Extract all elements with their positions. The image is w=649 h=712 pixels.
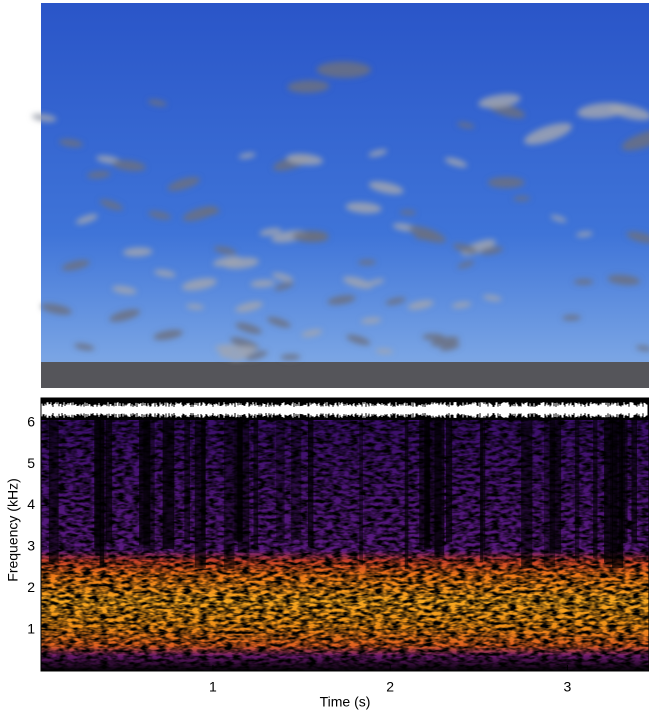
ground: [41, 362, 649, 388]
stripe: [106, 420, 112, 542]
y-tick-label: 5: [27, 455, 35, 471]
stripe: [419, 420, 430, 547]
stripe: [276, 420, 284, 542]
stripe: [195, 420, 206, 568]
stripe: [604, 420, 613, 563]
stripe: [480, 420, 483, 562]
x-axis-label: Time (s): [320, 694, 371, 710]
y-tick-label: 6: [27, 414, 35, 430]
stripe: [291, 420, 301, 540]
stripe: [446, 420, 452, 542]
stripe: [184, 420, 190, 544]
x-tick-label: 2: [386, 679, 394, 695]
stripe: [521, 420, 532, 568]
stripe: [359, 420, 363, 565]
stripe: [544, 420, 555, 567]
stripe: [49, 420, 59, 562]
y-tick-label: 4: [27, 496, 35, 512]
stripe: [224, 420, 235, 569]
stripe: [139, 420, 150, 546]
y-axis-label: Frequency (kHz): [5, 478, 21, 581]
bird-photo: [31, 3, 649, 388]
y-tick-label: 2: [27, 579, 35, 595]
stripe: [308, 420, 313, 546]
stripe: [575, 420, 579, 561]
stripe: [612, 420, 623, 568]
x-tick-label: 3: [564, 679, 572, 695]
sky: [41, 3, 649, 388]
x-tick-label: 1: [209, 679, 217, 695]
y-tick-label: 1: [27, 620, 35, 636]
figure: Time (s) Frequency (kHz) 1 2 3 4 5 6 1 2 3: [0, 0, 649, 712]
spectrogram: [41, 398, 649, 671]
bird: [317, 61, 372, 77]
stripe: [434, 420, 444, 556]
y-tick-label: 3: [27, 538, 35, 554]
stripe: [593, 420, 597, 558]
stripe: [100, 420, 105, 568]
stripe: [234, 420, 242, 542]
stripe: [405, 420, 409, 569]
bird: [488, 177, 525, 188]
stripe: [253, 420, 258, 550]
stripe: [631, 420, 637, 543]
stripe: [163, 420, 175, 549]
